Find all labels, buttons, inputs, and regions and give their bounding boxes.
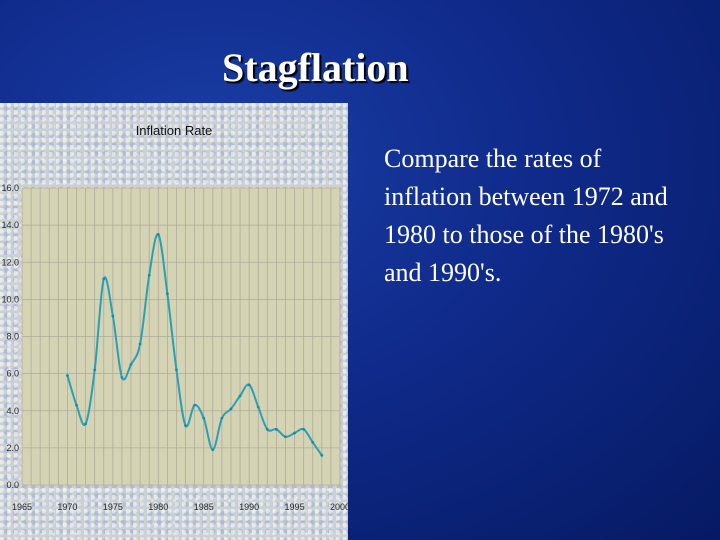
slide-body-text: Compare the rates of inflation between 1…: [384, 144, 668, 287]
data-point: [275, 427, 278, 431]
data-point: [165, 292, 169, 296]
data-point: [156, 233, 160, 236]
y-tick-label: 2.0: [6, 443, 19, 453]
y-tick-label: 14.0: [1, 220, 19, 230]
data-point: [193, 403, 197, 407]
inflation-chart-panel: Inflation Rate 0.0 2.0 4.0 6.0 8.0 10.0 12.0 14…: [0, 103, 348, 540]
y-tick-label: 4.0: [6, 406, 19, 416]
chart-title: Inflation Rate: [136, 123, 213, 138]
slide-title: Stagflation: [222, 45, 409, 90]
x-tick-label: 1975: [103, 502, 123, 512]
data-point: [247, 383, 251, 387]
x-tick-label: 1995: [285, 502, 305, 512]
data-point: [202, 416, 206, 420]
data-point: [311, 440, 315, 444]
data-point: [184, 424, 187, 427]
inflation-series-line: [66, 233, 323, 456]
data-point: [220, 416, 224, 420]
y-tick-label: 6.0: [6, 369, 19, 379]
data-point: [75, 403, 78, 407]
x-axis-ticks: 1965 1970 1975 1980 1985 1990 1995 2000: [12, 502, 348, 512]
data-point: [84, 422, 87, 426]
data-point: [320, 453, 324, 457]
inflation-data-points: [66, 233, 324, 457]
inflation-rate-chart: Inflation Rate 0.0 2.0 4.0 6.0 8.0 10.0 12.0 14…: [1, 123, 348, 512]
x-tick-label: 2000: [330, 502, 348, 512]
data-point: [175, 368, 178, 372]
x-tick-label: 1990: [239, 502, 259, 512]
y-axis-ticks: 0.0 2.0 4.0 6.0 8.0 10.0 12.0 14.0 16.0: [1, 183, 19, 490]
data-point: [256, 405, 260, 409]
x-tick-label: 1980: [148, 502, 168, 512]
y-tick-label: 12.0: [1, 257, 19, 267]
data-point: [293, 431, 296, 435]
data-point: [238, 394, 242, 398]
data-point: [111, 314, 115, 318]
y-tick-label: 8.0: [6, 332, 19, 342]
data-point: [129, 362, 133, 366]
data-point: [147, 273, 151, 277]
data-point: [265, 427, 269, 431]
grid: [21, 187, 341, 486]
y-tick-label: 0.0: [6, 480, 19, 490]
y-tick-label: 16.0: [1, 183, 19, 193]
y-tick-label: 10.0: [1, 294, 19, 304]
data-point: [302, 427, 306, 431]
data-point: [284, 435, 287, 439]
data-point: [211, 448, 215, 452]
x-tick-label: 1965: [12, 502, 32, 512]
data-point: [93, 368, 97, 372]
x-tick-label: 1985: [194, 502, 214, 512]
data-point: [120, 375, 124, 379]
data-point: [66, 374, 69, 377]
data-point: [138, 342, 142, 346]
data-point: [229, 407, 233, 411]
data-point: [102, 277, 106, 281]
x-tick-label: 1970: [57, 502, 77, 512]
